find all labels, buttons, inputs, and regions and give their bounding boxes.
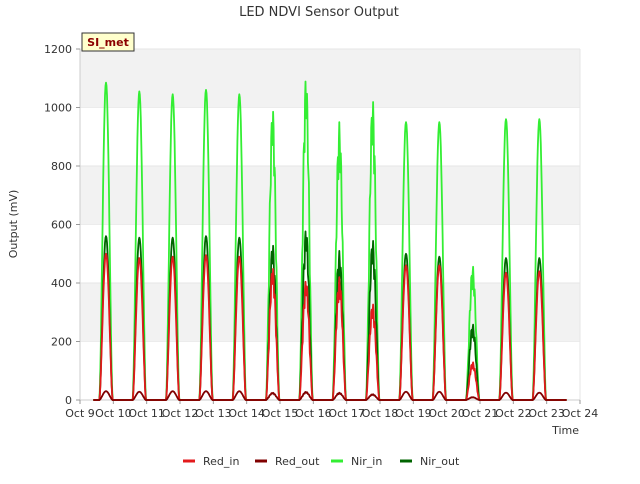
x-tick-label: Oct 11	[128, 407, 165, 420]
x-tick-label: Oct 13	[195, 407, 232, 420]
legend-label: Nir_out	[420, 455, 460, 468]
y-tick-label: 600	[51, 219, 72, 232]
x-tick-label: Oct 16	[295, 407, 332, 420]
x-tick-label: Oct 21	[462, 407, 499, 420]
x-tick-label: Oct 19	[395, 407, 432, 420]
y-tick-label: 0	[65, 394, 72, 407]
y-tick-label: 1200	[44, 43, 72, 56]
x-tick-label: Oct 14	[228, 407, 265, 420]
x-tick-label: Oct 24	[562, 407, 599, 420]
x-axis-label: Time	[551, 424, 579, 437]
series-lines	[93, 80, 567, 401]
grid-band	[80, 283, 580, 342]
y-tick-label: 400	[51, 277, 72, 290]
plot-background	[79, 48, 581, 401]
y-axis-label: Output (mV)	[7, 190, 20, 259]
site-badge-label: SI_met	[87, 36, 129, 49]
x-tick-label: Oct 22	[495, 407, 532, 420]
site-badge-box	[81, 32, 135, 52]
grid-band	[80, 166, 580, 225]
y-tick-label: 1000	[44, 102, 72, 115]
y-tick-label: 200	[51, 336, 72, 349]
chart-title: LED NDVI Sensor Output	[239, 5, 399, 20]
legend: Red_in Red_out Nir_in Nir_out	[183, 455, 460, 468]
y-axis: 0 200 400 600 800 1000 1200	[44, 43, 80, 407]
series-line-red-out	[93, 390, 567, 401]
x-tick-label: Oct 10	[95, 407, 132, 420]
legend-label: Red_out	[275, 455, 320, 468]
x-tick-label: Oct 20	[428, 407, 465, 420]
x-tick-label: Oct 12	[162, 407, 199, 420]
x-tick-label: Oct 15	[262, 407, 299, 420]
x-tick-label: Oct 17	[328, 407, 365, 420]
x-tick-label: Oct 9	[65, 407, 95, 420]
legend-label: Nir_in	[351, 455, 382, 468]
x-tick-label: Oct 23	[528, 407, 565, 420]
x-tick-label: Oct 18	[362, 407, 399, 420]
legend-label: Red_in	[203, 455, 239, 468]
y-tick-label: 800	[51, 160, 72, 173]
grid-band	[80, 49, 580, 108]
site-badge: SI_met	[81, 32, 135, 52]
